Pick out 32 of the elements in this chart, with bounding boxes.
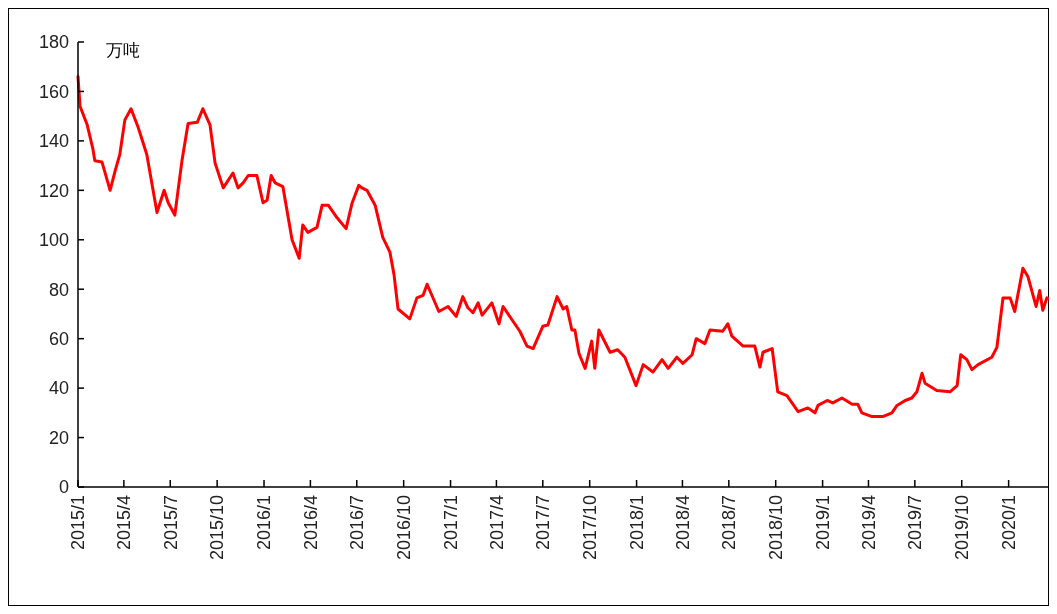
x-tick-label: 2019/7	[905, 495, 926, 551]
y-tick-label: 100	[38, 230, 69, 251]
y-tick-label: 120	[38, 180, 69, 201]
x-tick-label: 2016/7	[347, 495, 368, 551]
x-tick-label: 2017/7	[533, 495, 554, 551]
y-tick-label: 60	[48, 328, 69, 349]
y-tick-label: 40	[48, 378, 69, 399]
x-tick-label: 2017/4	[486, 495, 507, 551]
y-tick-label: 140	[38, 131, 69, 152]
y-tick-label: 80	[48, 279, 69, 300]
x-tick-label: 2015/1	[68, 495, 89, 551]
x-tick-label: 2019/4	[858, 495, 879, 551]
y-tick-label: 0	[58, 477, 69, 498]
x-tick-label: 2015/4	[114, 495, 135, 551]
x-tick-label: 2015/7	[160, 495, 181, 551]
x-tick-label: 2020/1	[998, 495, 1019, 551]
x-tick-label: 2018/7	[719, 495, 740, 551]
x-tick-label: 2016/4	[300, 495, 321, 551]
y-tick-label: 180	[38, 32, 69, 53]
x-tick-label: 2018/10	[766, 495, 787, 561]
x-tick-label: 2017/10	[579, 495, 600, 561]
x-tick-label: 2015/10	[207, 495, 228, 561]
x-tick-label: 2019/10	[952, 495, 973, 561]
x-tick-label: 2018/1	[626, 495, 647, 551]
y-axis-title: 万吨	[106, 41, 140, 60]
x-tick-label: 2017/1	[440, 495, 461, 551]
x-tick-label: 2018/4	[672, 495, 693, 551]
x-tick-label: 2016/1	[254, 495, 275, 551]
y-tick-label: 160	[38, 81, 69, 102]
x-tick-label: 2016/10	[393, 495, 414, 561]
x-tick-label: 2019/1	[812, 495, 833, 551]
y-tick-label: 20	[48, 427, 69, 448]
